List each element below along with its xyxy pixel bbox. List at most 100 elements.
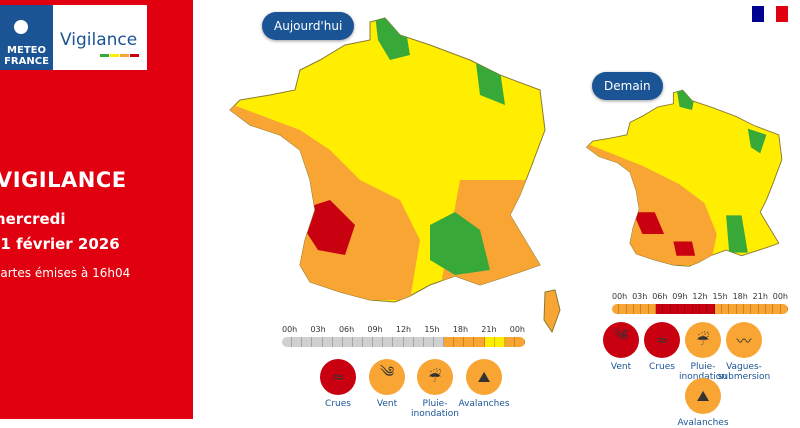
timeline-bar[interactable] [612, 304, 788, 314]
vigilance-color-bar [100, 54, 147, 57]
hazard-label: Crues [649, 362, 675, 372]
timeline-segment [363, 337, 374, 347]
map-today[interactable] [220, 15, 561, 334]
hazard-label: Pluie-inondation [679, 362, 727, 382]
tick-label: 15h [712, 292, 728, 301]
timeline-segment [494, 337, 505, 347]
timeline-segment [332, 337, 343, 347]
hazard-label: Vent [610, 362, 632, 372]
timeline-segment [743, 304, 752, 314]
timeline-segment [413, 337, 424, 347]
tick-label: 03h [632, 292, 648, 301]
timeline-segment [648, 304, 656, 314]
tick-label: 18h [732, 292, 748, 301]
timeline-ticks: 00h 03h 06h 09h 12h 15h 18h 21h 00h [282, 325, 525, 334]
timeline-segment [612, 304, 620, 314]
tick-label: 15h [424, 325, 440, 334]
vigilance-logo: Vigilance [53, 5, 147, 70]
timeline-segment [514, 337, 525, 347]
wind-icon: ༄ [369, 359, 405, 395]
tick-label: 12h [692, 292, 708, 301]
timeline-today[interactable]: 00h 03h 06h 09h 12h 15h 18h 21h 00h [282, 325, 525, 347]
timeline-segment [751, 304, 759, 314]
flood-icon: ≈ [644, 322, 680, 358]
timeline-segment [655, 304, 664, 314]
timeline-segment [302, 337, 313, 347]
timeline-segment [780, 304, 788, 314]
wind-icon: ༄ [603, 322, 639, 358]
tick-label: 21h [752, 292, 768, 301]
timeline-segment [736, 304, 744, 314]
timeline-segment [692, 304, 700, 314]
tab-today[interactable]: Aujourd'hui [262, 12, 355, 40]
tick-label: 00h [612, 292, 628, 301]
timeline-segment [484, 337, 495, 347]
timeline-segment [383, 337, 394, 347]
timeline-segment [641, 304, 649, 314]
rain-flood-icon: ☔ [417, 359, 453, 395]
timeline-segment [444, 337, 455, 347]
hazard-rain-flood[interactable]: ☔ Pluie-inondation [405, 359, 465, 419]
timeline-segment [758, 304, 766, 314]
timeline-segment [633, 304, 642, 314]
timeline-segment [393, 337, 404, 347]
timeline-tomorrow[interactable]: 00h 03h 06h 09h 12h 15h 18h 21h 00h [612, 292, 788, 314]
timeline-segment [464, 337, 475, 347]
hazard-wind[interactable]: ༄ Vent [591, 322, 651, 372]
tick-label: 12h [395, 325, 412, 334]
hazard-label: Vagues-submersion [717, 362, 771, 382]
tick-label: 00h [772, 292, 788, 301]
timeline-segment [699, 304, 708, 314]
timeline-segment [619, 304, 627, 314]
hazard-label: Avalanches [677, 418, 729, 428]
timeline-segment [373, 337, 384, 347]
timeline-segment [729, 304, 737, 314]
day-label: mercredi [0, 210, 66, 228]
tick-label: 06h [652, 292, 668, 301]
tick-label: 06h [338, 325, 355, 334]
french-flag-icon [752, 6, 788, 22]
wave-icon: 〰 [726, 322, 762, 358]
tick-label: 03h [310, 325, 326, 334]
hazard-rain-flood[interactable]: ☔ Pluie-inondation [673, 322, 733, 382]
maps [220, 15, 783, 334]
timeline-segment [292, 337, 303, 347]
tab-tomorrow[interactable]: Demain [592, 72, 663, 100]
timeline-segment [626, 304, 634, 314]
timeline-segment [342, 337, 353, 347]
timeline-ticks: 00h 03h 06h 09h 12h 15h 18h 21h 00h [612, 292, 788, 301]
timeline-segment [433, 337, 444, 347]
map-tomorrow[interactable] [580, 88, 783, 267]
date-label: 11 février 2026 [0, 235, 120, 253]
timeline-segment [352, 337, 363, 347]
timeline-segment [677, 304, 686, 314]
timeline-segment [670, 304, 678, 314]
timeline-segment [312, 337, 323, 347]
hazard-avalanche[interactable]: ⛰ Avalanches [673, 378, 733, 428]
hazard-flood[interactable]: ≈ Crues [308, 359, 368, 409]
tick-label: 00h [282, 325, 298, 334]
timeline-segment [773, 304, 781, 314]
timeline-segment [403, 337, 414, 347]
timeline-segment [423, 337, 434, 347]
timeline-segment [474, 337, 485, 347]
timeline-bar[interactable] [282, 337, 525, 347]
hazard-wave[interactable]: 〰 Vagues-submersion [714, 322, 774, 382]
hazard-label: Vent [376, 399, 398, 409]
issued-label: Cartes émises à 16h04 [0, 266, 131, 280]
timeline-segment [663, 304, 671, 314]
tick-label: 09h [672, 292, 688, 301]
timeline-segment [707, 304, 715, 314]
hazard-label: Pluie-inondation [411, 399, 459, 419]
hazard-avalanche[interactable]: ⛰ Avalanches [454, 359, 514, 409]
vigilance-logo-text: Vigilance [60, 30, 138, 50]
timeline-segment [685, 304, 693, 314]
timeline-segment [714, 304, 722, 314]
rain-flood-icon: ☔ [685, 322, 721, 358]
timeline-segment [721, 304, 730, 314]
timeline-segment [282, 337, 293, 347]
timeline-segment [504, 337, 515, 347]
hazard-wind[interactable]: ༄ Vent [357, 359, 417, 409]
avalanche-icon: ⛰ [466, 359, 502, 395]
hazard-flood[interactable]: ≈ Crues [632, 322, 692, 372]
